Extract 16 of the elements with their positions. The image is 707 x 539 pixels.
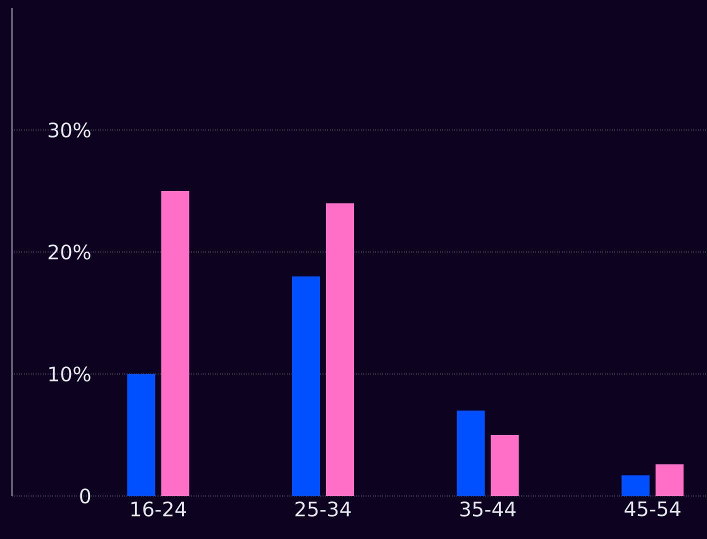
bar (656, 464, 684, 496)
x-tick-label: 35-44 (460, 502, 516, 517)
bar (292, 276, 320, 496)
bar (490, 435, 519, 496)
y-tick-label: 20% (48, 244, 90, 260)
y-tick-label: 30% (48, 122, 90, 138)
bar (127, 374, 156, 496)
y-tick-label: 0 (80, 488, 90, 504)
bar (456, 410, 485, 496)
bar (161, 190, 190, 496)
x-tick-label: 45-54 (624, 502, 680, 516)
bar (326, 203, 354, 496)
x-tick-label: 16-24 (131, 502, 186, 517)
bar (622, 475, 650, 496)
y-tick-label: 10% (49, 366, 90, 382)
x-tick-label: 25-34 (296, 502, 351, 517)
